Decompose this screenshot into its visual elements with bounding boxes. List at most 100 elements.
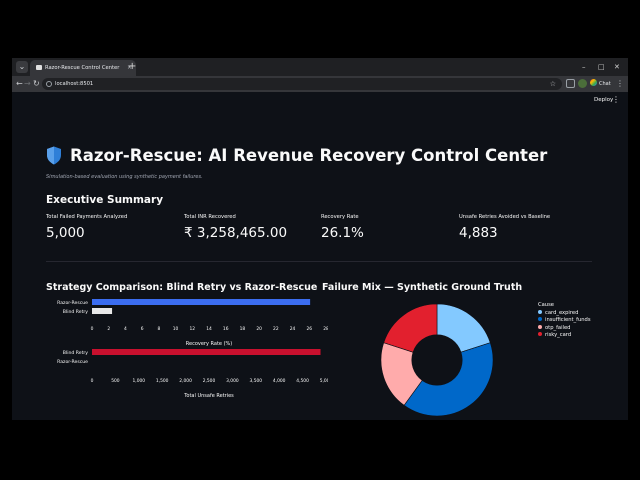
bar-category-label: Blind Retry <box>63 350 88 356</box>
new-tab-icon[interactable]: + <box>128 61 137 72</box>
axis-tick-label: 0 <box>91 326 94 332</box>
legend-title: Cause <box>538 302 554 308</box>
tab-close-icon[interactable]: × <box>126 64 132 71</box>
bar <box>92 349 321 355</box>
axis-tick-label: 12 <box>189 326 195 332</box>
app-menu-icon[interactable]: ⋮ <box>612 95 620 104</box>
axis-tick-label: 6 <box>141 326 144 332</box>
chart-legend: Cause card_expired insufficient_funds otp_… <box>538 302 591 340</box>
axis-label: Total Unsafe Retries <box>183 393 234 399</box>
address-url[interactable]: localhost:8501 <box>55 81 94 87</box>
metric-label: Unsafe Retries Avoided vs Baseline <box>459 214 551 220</box>
axis-tick-label: 20 <box>256 326 262 332</box>
chat-icon <box>590 79 597 86</box>
metric-inr-recovered: Total INR Recovered ₹ 3,258,465.00 <box>184 214 287 241</box>
metric-unsafe-retries: Unsafe Retries Avoided vs Baseline 4,883 <box>459 214 550 241</box>
failure-chart-title: Failure Mix — Synthetic Ground Truth <box>322 282 523 293</box>
metric-value: ₹ 3,258,465.00 <box>184 225 288 241</box>
legend-dot-icon <box>538 317 542 322</box>
bar <box>92 299 311 305</box>
streamlit-app: Deploy ⋮ Razor-Rescue: AI Revenue Recove… <box>12 92 628 420</box>
site-info-icon[interactable] <box>46 81 52 87</box>
bar <box>92 308 113 314</box>
tab-title: Razor-Rescue Control Center <box>45 65 120 71</box>
profile-avatar[interactable] <box>578 79 587 88</box>
bookmark-star-icon[interactable]: ☆ <box>549 80 556 88</box>
axis-tick-label: 16 <box>223 326 229 332</box>
page-header: Razor-Rescue: AI Revenue Recovery Contro… <box>46 144 547 166</box>
maximize-icon[interactable]: □ <box>598 63 605 71</box>
metric-failed-payments: Total Failed Payments Analyzed 5,000 <box>46 214 127 241</box>
legend-label: card_expired <box>545 310 579 316</box>
section-title: Executive Summary <box>46 194 164 206</box>
metric-value: 4,883 <box>459 225 498 241</box>
axis-tick-label: 1,000 <box>133 378 146 384</box>
axis-tick-label: 8 <box>157 326 160 332</box>
axis-tick-label: 4,000 <box>273 378 286 384</box>
metric-label: Total INR Recovered <box>184 214 236 220</box>
axis-label: Recovery Rate (%) <box>186 341 233 347</box>
shield-icon <box>47 146 61 164</box>
legend-label: insufficient_funds <box>545 317 591 324</box>
browser-window: ⌄ Razor-Rescue Control Center × + – □ ✕ … <box>12 58 628 420</box>
metric-label: Recovery Rate <box>321 214 359 220</box>
chat-button[interactable]: Chat <box>590 79 611 89</box>
axis-tick-label: 22 <box>273 326 279 332</box>
axis-tick-label: 2,500 <box>203 378 216 384</box>
browser-menu-icon[interactable]: ⋮ <box>616 79 624 88</box>
close-window-icon[interactable]: ✕ <box>614 63 620 71</box>
axis-tick-label: 4 <box>124 326 127 332</box>
page-title: Razor-Rescue: AI Revenue Recovery Contro… <box>70 145 548 165</box>
deploy-button[interactable]: Deploy <box>594 97 614 103</box>
axis-tick-label: 2,000 <box>179 378 192 384</box>
axis-tick-label: 4,500 <box>296 378 309 384</box>
failure-donut-chart <box>380 303 494 417</box>
axis-tick-label: 2 <box>107 326 110 332</box>
pie-slice <box>383 303 438 353</box>
tab-search-dropdown-icon[interactable]: ⌄ <box>16 61 28 73</box>
reload-icon[interactable]: ↻ <box>33 79 40 88</box>
legend-dot-icon <box>538 324 542 329</box>
tab-favicon-icon <box>36 65 42 70</box>
page-caption: Simulation-based evaluation using synthe… <box>46 174 203 180</box>
legend-label: risky_card <box>545 332 572 339</box>
axis-tick-label: 500 <box>111 378 120 384</box>
minimize-icon[interactable]: – <box>582 63 586 71</box>
chat-label: Chat <box>599 81 611 87</box>
axis-tick-label: 0 <box>91 378 94 384</box>
axis-tick-label: 10 <box>173 326 179 332</box>
metric-value: 5,000 <box>46 225 85 241</box>
axis-tick-label: 18 <box>240 326 246 332</box>
bar-category-label: Razor-Rescue <box>57 300 88 306</box>
forward-icon[interactable]: → <box>24 79 31 88</box>
legend-item[interactable]: card_expired <box>538 310 591 317</box>
legend-dot-icon <box>538 332 542 337</box>
axis-tick-label: 24 <box>290 326 296 332</box>
legend-item[interactable]: risky_card <box>538 332 591 339</box>
browser-toolbar: ← → ↻ localhost:8501 ☆ Chat ⋮ <box>12 76 628 92</box>
browser-tab[interactable]: Razor-Rescue Control Center × <box>30 60 136 76</box>
bar-category-label: Razor-Rescue <box>57 359 88 365</box>
axis-tick-label: 1,500 <box>156 378 169 384</box>
legend-dot-icon <box>538 310 542 314</box>
legend-item[interactable]: otp_failed <box>538 324 591 332</box>
metric-label: Total Failed Payments Analyzed <box>46 214 128 220</box>
legend-label: otp_failed <box>545 324 571 331</box>
metric-recovery-rate: Recovery Rate 26.1% <box>321 214 364 241</box>
axis-tick-label: 14 <box>206 326 212 332</box>
divider <box>46 261 592 262</box>
axis-tick-label: 3,500 <box>250 378 263 384</box>
address-bar[interactable]: localhost:8501 ☆ <box>42 78 562 90</box>
legend-item[interactable]: insufficient_funds <box>538 317 591 324</box>
metric-value: 26.1% <box>321 225 364 241</box>
axis-tick-label: 5,000 <box>320 378 328 384</box>
strategy-chart-title: Strategy Comparison: Blind Retry vs Razo… <box>46 282 318 293</box>
back-icon[interactable]: ← <box>16 79 23 88</box>
extension-icon[interactable] <box>566 79 575 88</box>
tab-strip: ⌄ Razor-Rescue Control Center × + – □ ✕ <box>12 58 628 76</box>
bar-category-label: Blind Retry <box>63 309 88 315</box>
axis-tick-label: 26 <box>306 326 312 332</box>
pie-slice <box>403 342 494 417</box>
axis-tick-label: 28 <box>323 326 328 332</box>
